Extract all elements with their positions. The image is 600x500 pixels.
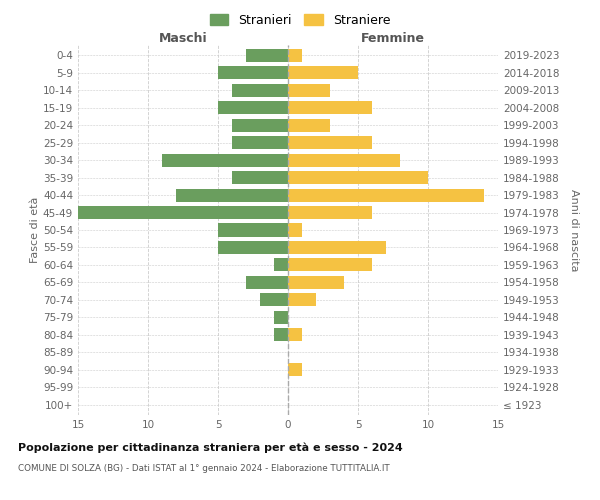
Bar	[218, 66, 288, 80]
Bar	[246, 49, 288, 62]
Bar	[274, 310, 288, 324]
Bar	[218, 241, 288, 254]
Text: Femmine: Femmine	[361, 32, 425, 45]
Text: Maschi: Maschi	[158, 32, 208, 45]
Bar	[274, 258, 288, 272]
Bar	[274, 328, 288, 342]
Bar	[78, 206, 288, 219]
Bar	[162, 154, 288, 166]
Bar	[218, 102, 288, 114]
Bar	[288, 328, 302, 342]
Legend: Stranieri, Straniere: Stranieri, Straniere	[205, 8, 395, 32]
Bar	[288, 102, 372, 114]
Bar	[288, 136, 372, 149]
Bar	[218, 224, 288, 236]
Bar	[288, 363, 302, 376]
Y-axis label: Anni di nascita: Anni di nascita	[569, 188, 579, 271]
Bar	[288, 241, 386, 254]
Text: Popolazione per cittadinanza straniera per età e sesso - 2024: Popolazione per cittadinanza straniera p…	[18, 442, 403, 453]
Bar	[288, 188, 484, 202]
Bar	[232, 84, 288, 97]
Bar	[260, 294, 288, 306]
Bar	[288, 258, 372, 272]
Bar	[232, 171, 288, 184]
Text: COMUNE DI SOLZA (BG) - Dati ISTAT al 1° gennaio 2024 - Elaborazione TUTTITALIA.I: COMUNE DI SOLZA (BG) - Dati ISTAT al 1° …	[18, 464, 390, 473]
Bar	[232, 118, 288, 132]
Bar	[288, 224, 302, 236]
Bar	[176, 188, 288, 202]
Bar	[288, 84, 330, 97]
Bar	[246, 276, 288, 289]
Bar	[288, 171, 428, 184]
Bar	[288, 66, 358, 80]
Bar	[288, 154, 400, 166]
Bar	[232, 136, 288, 149]
Bar	[288, 206, 372, 219]
Y-axis label: Fasce di età: Fasce di età	[30, 197, 40, 263]
Bar	[288, 276, 344, 289]
Bar	[288, 294, 316, 306]
Bar	[288, 118, 330, 132]
Bar	[288, 49, 302, 62]
